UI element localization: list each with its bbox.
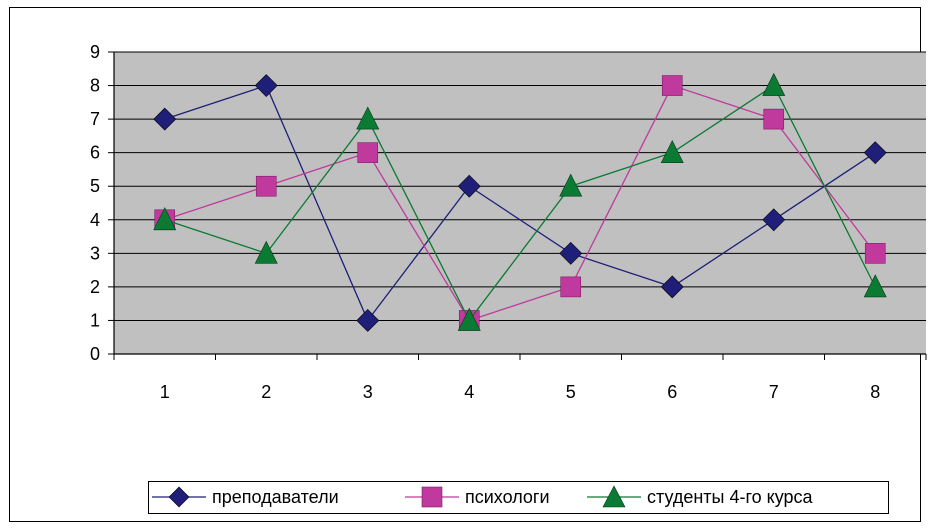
y-tick-label: 0	[90, 344, 100, 364]
y-tick-label: 2	[90, 277, 100, 297]
data-point-diamond	[559, 241, 583, 265]
data-point-square	[763, 108, 785, 130]
x-tick-label: 6	[667, 382, 677, 402]
y-tick-label: 7	[90, 109, 100, 129]
x-tick-label: 3	[363, 382, 373, 402]
legend-key-triangle-icon	[587, 485, 641, 508]
series-line	[164, 84, 876, 322]
legend-item-series-2: психологи	[405, 482, 550, 512]
data-point-triangle	[153, 207, 177, 231]
data-point-square	[864, 243, 886, 264]
legend: преподаватели психологи студенты 4-го ку…	[148, 481, 889, 514]
x-tick-label: 8	[870, 382, 880, 402]
data-point-diamond	[254, 74, 278, 97]
x-tick-label: 2	[261, 382, 271, 402]
data-point-diamond	[153, 107, 177, 131]
data-point-triangle	[660, 139, 684, 163]
data-point-square	[661, 75, 683, 96]
series-line	[164, 84, 876, 322]
x-tick-label: 5	[566, 382, 576, 402]
legend-label: преподаватели	[212, 486, 339, 507]
data-point-diamond	[356, 309, 380, 332]
legend-key-square-icon	[405, 486, 459, 508]
x-tick-label: 1	[160, 382, 170, 402]
y-tick-label: 1	[90, 310, 100, 330]
y-tick-label: 5	[90, 176, 100, 196]
y-tick-label: 3	[90, 243, 100, 263]
axis-labels: 0 1 2 3 4 5 6 7 8 9 1 2 3 4 5 6 7 8	[90, 42, 880, 402]
x-tick-label: 7	[769, 382, 779, 402]
data-point-diamond	[762, 208, 786, 232]
y-tick-label: 6	[90, 143, 100, 163]
data-point-triangle	[356, 106, 380, 130]
series-line	[164, 84, 876, 322]
legend-label: психологи	[465, 486, 550, 507]
series-1	[153, 74, 887, 332]
data-point-diamond	[863, 141, 887, 165]
plot-area	[108, 51, 927, 360]
data-point-triangle	[254, 240, 278, 264]
data-point-triangle	[457, 307, 481, 331]
y-tick-label: 9	[90, 42, 100, 62]
data-point-triangle	[762, 72, 786, 96]
data-point-square	[357, 142, 379, 163]
data-point-diamond	[457, 174, 481, 198]
legend-item-series-3: студенты 4-го курса	[587, 482, 813, 512]
data-point-triangle	[559, 173, 583, 197]
y-tick-label: 8	[90, 76, 100, 96]
y-tick-label: 4	[90, 210, 100, 230]
x-tick-label: 4	[464, 382, 474, 402]
series-3	[153, 72, 887, 331]
plot-background	[114, 52, 926, 354]
legend-label: студенты 4-го курса	[647, 486, 813, 507]
data-point-square	[560, 276, 582, 298]
data-point-triangle	[863, 274, 887, 298]
legend-key-diamond-icon	[152, 486, 206, 508]
legend-item-series-1: преподаватели	[152, 482, 339, 512]
series-2	[154, 75, 886, 331]
series-layer	[153, 72, 887, 332]
data-point-diamond	[660, 275, 684, 299]
data-point-square	[255, 175, 277, 197]
